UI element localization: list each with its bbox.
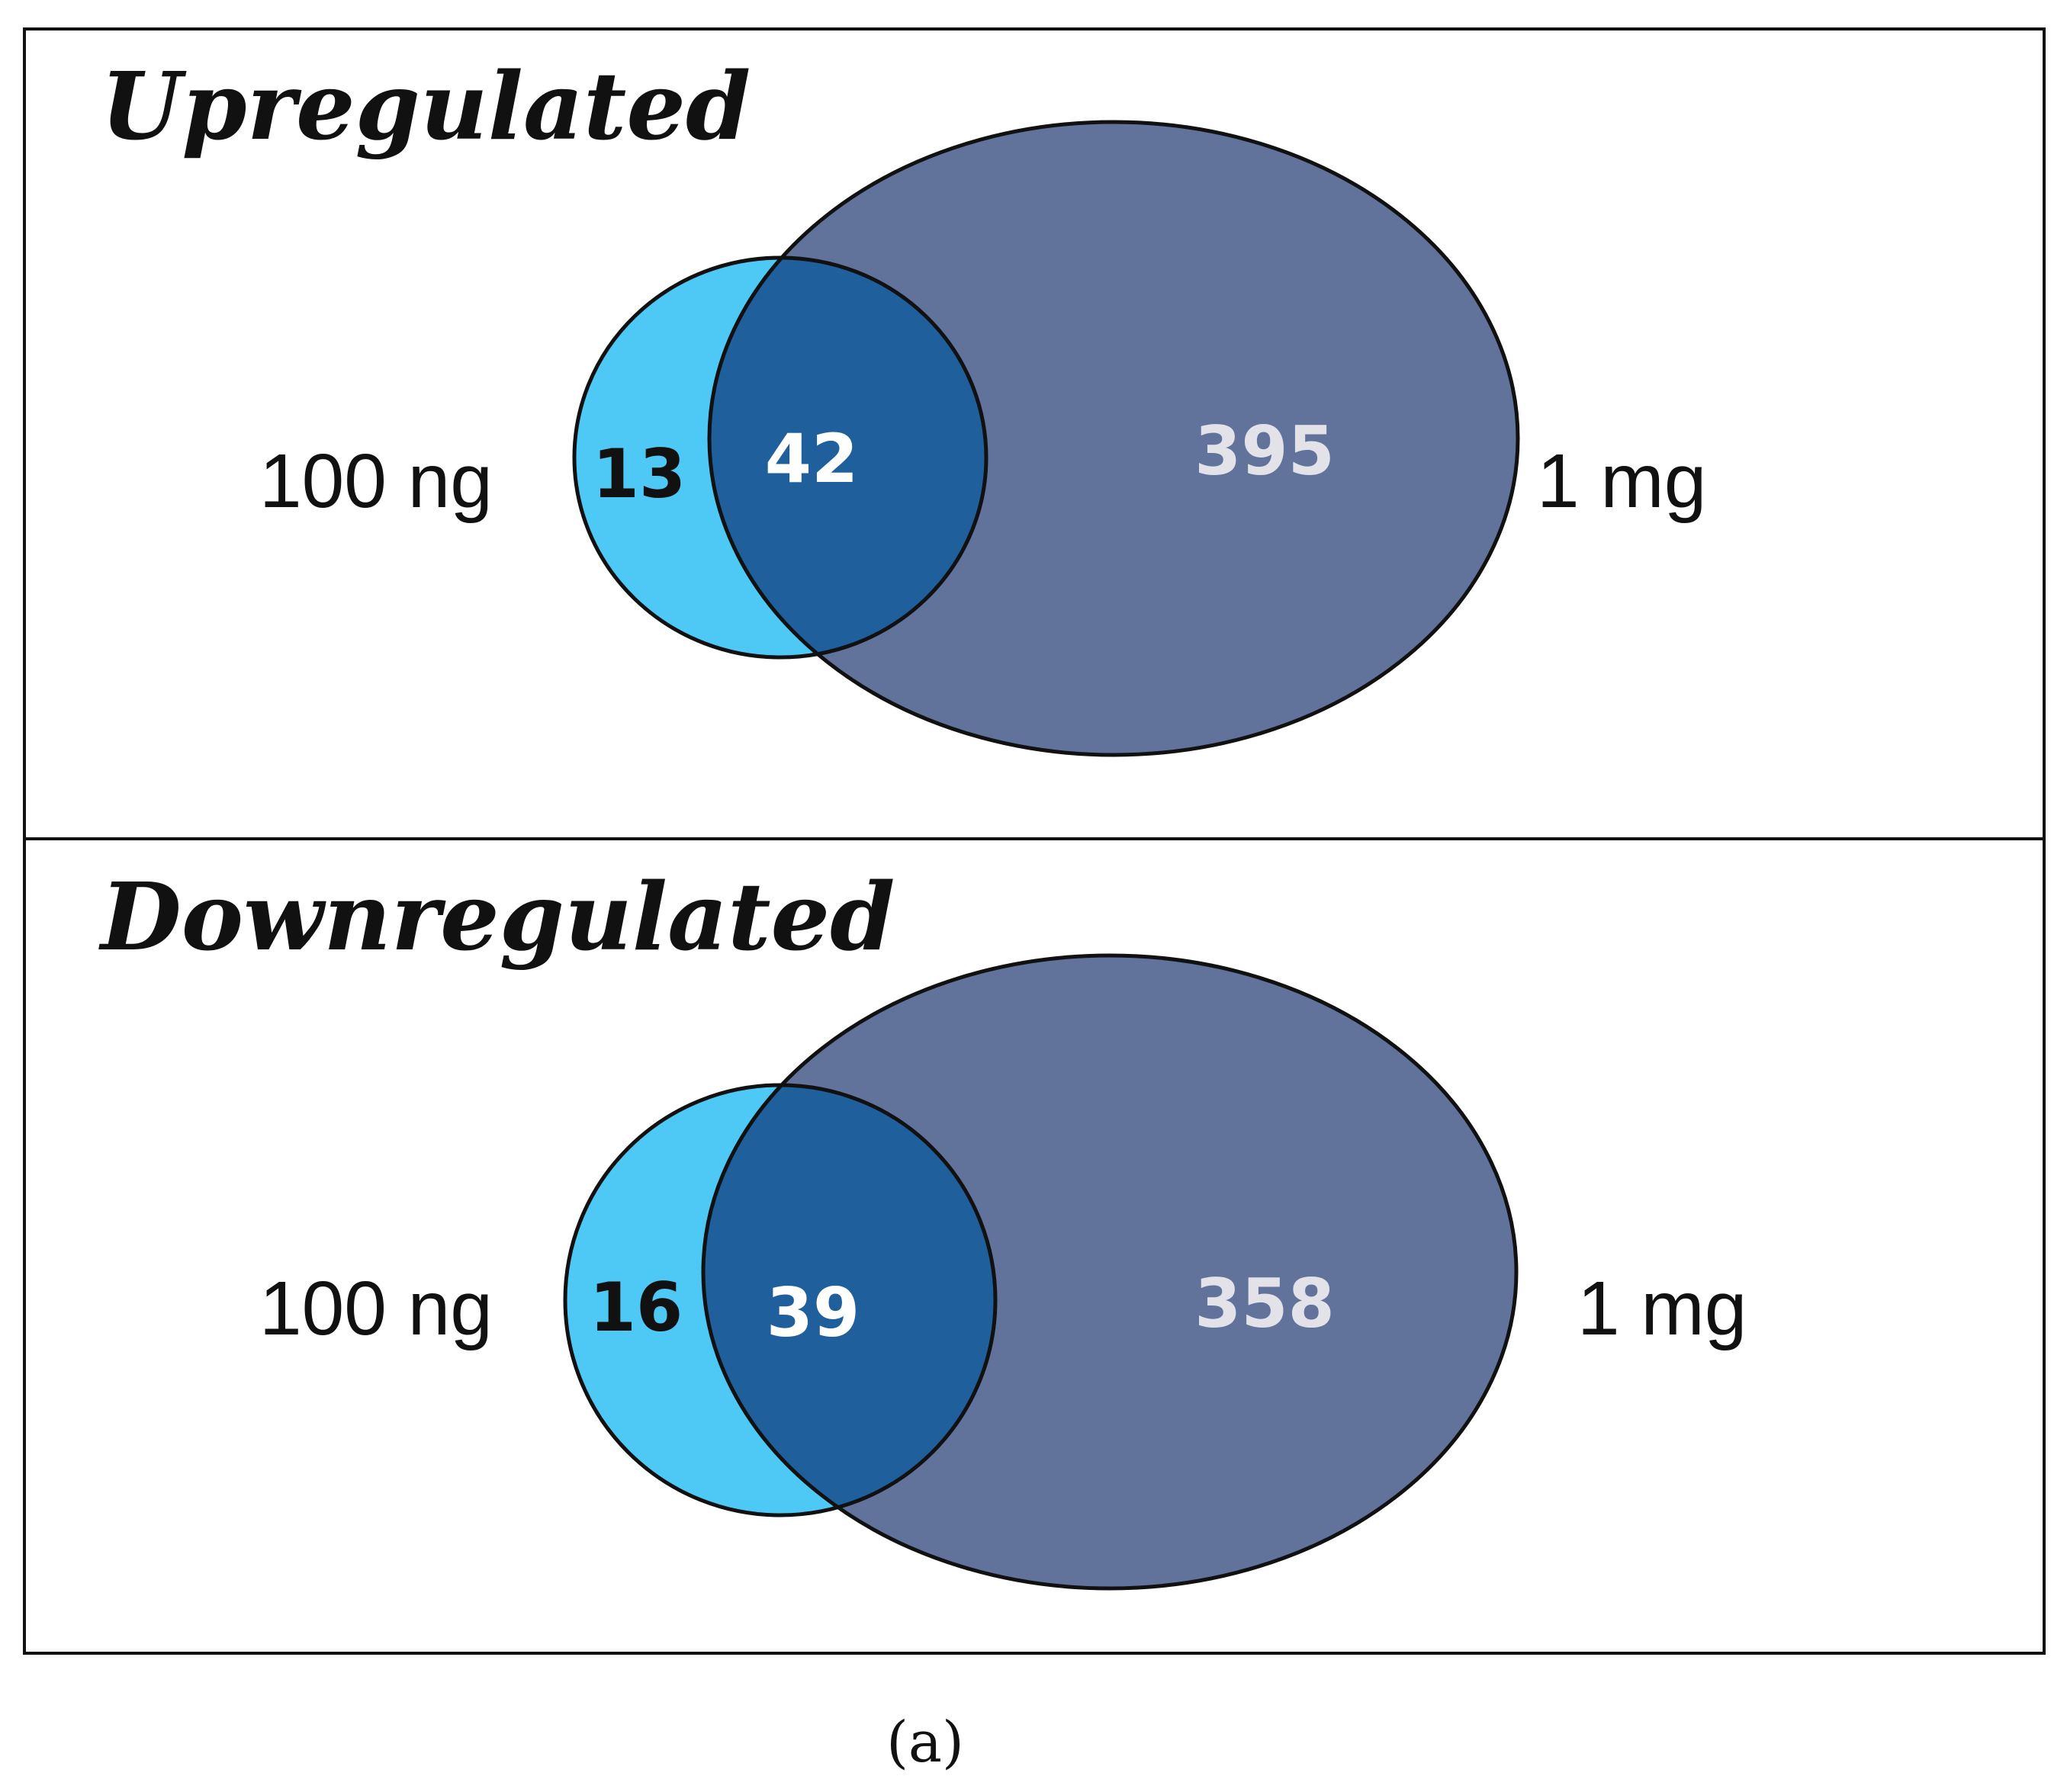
figure-frame (23, 27, 2046, 1655)
panel-title: Downregulated (98, 862, 895, 971)
count-100ng-only: 16 (590, 1268, 683, 1347)
count-100ng-only: 13 (593, 435, 686, 513)
count-1mg-only: 395 (1194, 412, 1335, 490)
set-label-1mg: 1 mg (1537, 438, 1706, 524)
count-overlap: 42 (765, 419, 858, 498)
set-label-100ng: 100 ng (259, 1266, 493, 1351)
panel-upregulated: Upregulated 100 ng 1 mg 13 42 395 (101, 51, 1706, 757)
count-overlap: 39 (767, 1273, 860, 1352)
panel-downregulated: Downregulated 100 ng 1 mg 16 39 358 (98, 862, 1747, 1591)
panel-title: Upregulated (101, 51, 751, 161)
venn-ellipse-1mg-outline (707, 120, 1520, 757)
set-label-1mg: 1 mg (1577, 1266, 1747, 1351)
count-1mg-only: 358 (1194, 1264, 1335, 1343)
figure-caption: (a) (886, 1710, 964, 1775)
set-label-100ng: 100 ng (259, 438, 493, 524)
venn-ellipse-1mg-outline (701, 953, 1519, 1591)
